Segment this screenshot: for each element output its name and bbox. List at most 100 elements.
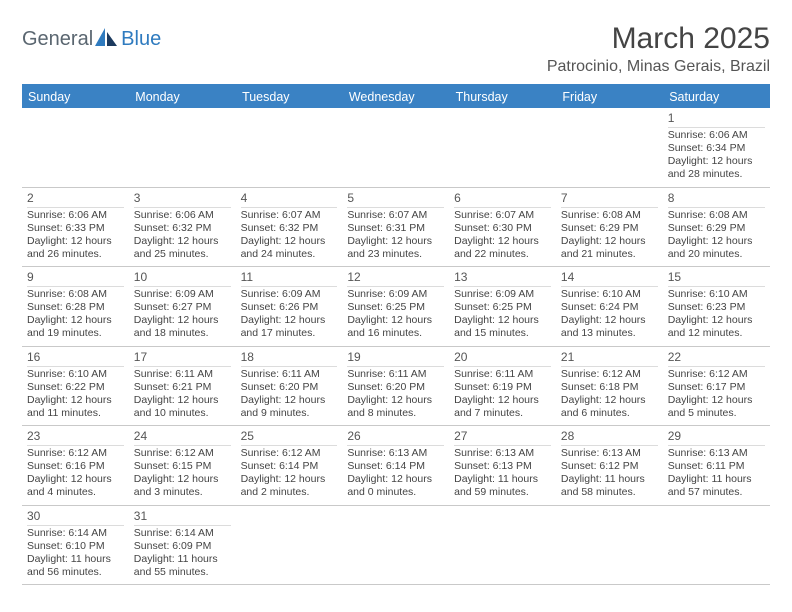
daylight-text: Daylight: 11 hours [668,473,765,486]
daylight-text: Daylight: 11 hours [27,553,124,566]
calendar-day-cell: 13Sunrise: 6:09 AMSunset: 6:25 PMDayligh… [449,267,556,347]
daylight-text: Daylight: 12 hours [27,394,124,407]
daylight-text: and 57 minutes. [668,486,765,499]
sunset-text: Sunset: 6:13 PM [454,460,551,473]
day-number: 14 [561,270,658,287]
calendar-day-cell: 30Sunrise: 6:14 AMSunset: 6:10 PMDayligh… [22,505,129,585]
daylight-text: and 2 minutes. [241,486,338,499]
daylight-text: Daylight: 12 hours [561,235,658,248]
day-number: 2 [27,191,124,208]
daylight-text: Daylight: 11 hours [561,473,658,486]
calendar-day-cell: 25Sunrise: 6:12 AMSunset: 6:14 PMDayligh… [236,426,343,506]
calendar-day-cell: 21Sunrise: 6:12 AMSunset: 6:18 PMDayligh… [556,346,663,426]
daylight-text: and 28 minutes. [668,168,765,181]
calendar-day-cell [236,505,343,585]
weekday-header-row: Sunday Monday Tuesday Wednesday Thursday… [22,86,770,108]
calendar-day-cell [556,505,663,585]
brand-part2: Blue [121,28,161,51]
daylight-text: and 25 minutes. [134,248,231,261]
calendar-table: Sunday Monday Tuesday Wednesday Thursday… [22,86,770,585]
calendar-day-cell: 16Sunrise: 6:10 AMSunset: 6:22 PMDayligh… [22,346,129,426]
sunrise-text: Sunrise: 6:09 AM [347,288,444,301]
daylight-text: Daylight: 12 hours [668,314,765,327]
day-number: 4 [241,191,338,208]
col-thursday: Thursday [449,86,556,108]
calendar-day-cell: 14Sunrise: 6:10 AMSunset: 6:24 PMDayligh… [556,267,663,347]
col-friday: Friday [556,86,663,108]
daylight-text: Daylight: 12 hours [347,314,444,327]
calendar-week-row: 30Sunrise: 6:14 AMSunset: 6:10 PMDayligh… [22,505,770,585]
daylight-text: and 20 minutes. [668,248,765,261]
sunset-text: Sunset: 6:15 PM [134,460,231,473]
calendar-day-cell: 9Sunrise: 6:08 AMSunset: 6:28 PMDaylight… [22,267,129,347]
sunrise-text: Sunrise: 6:12 AM [668,368,765,381]
daylight-text: Daylight: 12 hours [241,235,338,248]
sunrise-text: Sunrise: 6:14 AM [134,527,231,540]
col-sunday: Sunday [22,86,129,108]
sunset-text: Sunset: 6:17 PM [668,381,765,394]
sunrise-text: Sunrise: 6:11 AM [454,368,551,381]
calendar-day-cell [342,505,449,585]
daylight-text: Daylight: 12 hours [561,394,658,407]
sunrise-text: Sunrise: 6:10 AM [27,368,124,381]
daylight-text: Daylight: 12 hours [668,235,765,248]
day-number: 21 [561,350,658,367]
sunrise-text: Sunrise: 6:09 AM [454,288,551,301]
day-number: 10 [134,270,231,287]
calendar-day-cell: 6Sunrise: 6:07 AMSunset: 6:30 PMDaylight… [449,187,556,267]
col-monday: Monday [129,86,236,108]
daylight-text: Daylight: 12 hours [134,394,231,407]
sunrise-text: Sunrise: 6:08 AM [668,209,765,222]
brand-logo: General Blue [22,22,161,53]
daylight-text: Daylight: 12 hours [561,314,658,327]
calendar-day-cell: 27Sunrise: 6:13 AMSunset: 6:13 PMDayligh… [449,426,556,506]
title-block: March 2025 Patrocinio, Minas Gerais, Bra… [547,22,770,76]
day-number: 9 [27,270,124,287]
calendar-day-cell: 11Sunrise: 6:09 AMSunset: 6:26 PMDayligh… [236,267,343,347]
daylight-text: Daylight: 12 hours [241,314,338,327]
sunset-text: Sunset: 6:09 PM [134,540,231,553]
daylight-text: Daylight: 12 hours [241,473,338,486]
sunset-text: Sunset: 6:27 PM [134,301,231,314]
sunset-text: Sunset: 6:32 PM [241,222,338,235]
daylight-text: and 21 minutes. [561,248,658,261]
daylight-text: Daylight: 12 hours [454,235,551,248]
daylight-text: and 12 minutes. [668,327,765,340]
calendar-day-cell: 28Sunrise: 6:13 AMSunset: 6:12 PMDayligh… [556,426,663,506]
daylight-text: and 0 minutes. [347,486,444,499]
sunrise-text: Sunrise: 6:13 AM [454,447,551,460]
sunset-text: Sunset: 6:14 PM [241,460,338,473]
daylight-text: and 10 minutes. [134,407,231,420]
day-number: 15 [668,270,765,287]
calendar-day-cell: 23Sunrise: 6:12 AMSunset: 6:16 PMDayligh… [22,426,129,506]
calendar-week-row: 16Sunrise: 6:10 AMSunset: 6:22 PMDayligh… [22,346,770,426]
day-number: 5 [347,191,444,208]
daylight-text: Daylight: 12 hours [668,394,765,407]
calendar-day-cell [342,108,449,187]
logo-sail-icon [93,26,119,53]
daylight-text: Daylight: 12 hours [347,394,444,407]
sunset-text: Sunset: 6:34 PM [668,142,765,155]
sunset-text: Sunset: 6:23 PM [668,301,765,314]
sunrise-text: Sunrise: 6:14 AM [27,527,124,540]
brand-part1: General [22,28,93,51]
calendar-day-cell: 31Sunrise: 6:14 AMSunset: 6:09 PMDayligh… [129,505,236,585]
calendar-day-cell: 18Sunrise: 6:11 AMSunset: 6:20 PMDayligh… [236,346,343,426]
sunset-text: Sunset: 6:32 PM [134,222,231,235]
sunrise-text: Sunrise: 6:11 AM [241,368,338,381]
calendar-week-row: 23Sunrise: 6:12 AMSunset: 6:16 PMDayligh… [22,426,770,506]
day-number: 23 [27,429,124,446]
daylight-text: and 5 minutes. [668,407,765,420]
daylight-text: Daylight: 11 hours [454,473,551,486]
day-number: 18 [241,350,338,367]
calendar-day-cell: 15Sunrise: 6:10 AMSunset: 6:23 PMDayligh… [663,267,770,347]
day-number: 16 [27,350,124,367]
calendar-day-cell: 12Sunrise: 6:09 AMSunset: 6:25 PMDayligh… [342,267,449,347]
day-number: 29 [668,429,765,446]
day-number: 12 [347,270,444,287]
sunrise-text: Sunrise: 6:13 AM [347,447,444,460]
sunrise-text: Sunrise: 6:13 AM [561,447,658,460]
daylight-text: and 4 minutes. [27,486,124,499]
sunrise-text: Sunrise: 6:09 AM [241,288,338,301]
calendar-week-row: 2Sunrise: 6:06 AMSunset: 6:33 PMDaylight… [22,187,770,267]
